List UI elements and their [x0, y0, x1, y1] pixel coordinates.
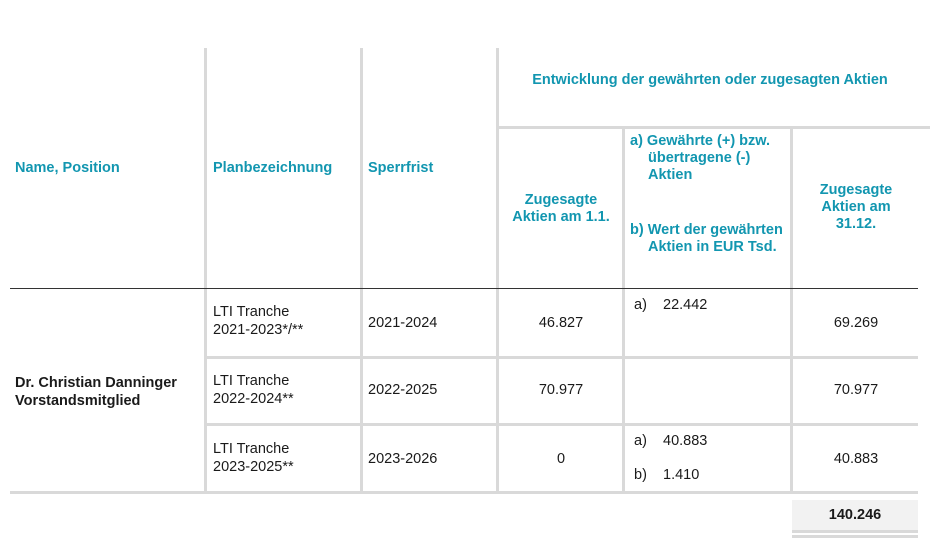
person-position: Vorstandsmitglied [15, 393, 141, 409]
table-bottom-rule [10, 491, 918, 494]
b-value: 1.410 [663, 467, 700, 483]
column-divider [622, 128, 625, 288]
a-value: 22.442 [663, 297, 708, 313]
column-header-mid-b: b) Wert der gewährten Aktien in EUR Tsd. [630, 222, 783, 255]
group-title: Entwicklung der gewährten oder zugesagte… [532, 72, 888, 88]
column-header-mid-a: a) Gewährte (+) bzw. übertragene (-) Akt… [630, 133, 771, 183]
plan-period: 2023-2025** [213, 459, 294, 475]
end-value: 70.977 [833, 382, 879, 398]
b-label: b) [634, 467, 647, 483]
column-divider [204, 289, 207, 491]
column-header-start: Zugesagte Aktien am 1.1. [512, 192, 610, 225]
end-value: 69.269 [833, 315, 879, 331]
sperrfrist-value: 2022-2025 [368, 382, 438, 398]
header-bottom-rule [10, 288, 918, 289]
column-header-end: Zugesagte Aktien am 31.12. [819, 182, 893, 232]
plan-period: 2022-2024** [213, 391, 294, 407]
row-divider [204, 423, 918, 426]
total-underline [792, 530, 918, 533]
start-value: 70.977 [538, 382, 584, 398]
row-divider [204, 356, 918, 359]
end-value: 40.883 [833, 451, 879, 467]
column-header-name: Name, Position [15, 160, 120, 176]
column-divider [496, 48, 499, 288]
column-divider [360, 289, 363, 491]
column-header-sperrfrist: Sperrfrist [368, 160, 434, 176]
a-label: a) [634, 433, 647, 449]
column-divider [790, 128, 793, 288]
plan-label: LTI Tranche [213, 441, 290, 457]
plan-label: LTI Tranche [213, 373, 290, 389]
a-label: a) [634, 297, 647, 313]
column-divider [790, 289, 793, 491]
column-divider [622, 289, 625, 491]
person-name: Dr. Christian Danninger [15, 375, 177, 391]
column-divider [204, 48, 207, 288]
sperrfrist-value: 2023-2026 [368, 451, 438, 467]
plan-label: LTI Tranche [213, 304, 290, 320]
column-divider [360, 48, 363, 288]
group-header-rule [498, 126, 930, 129]
sperrfrist-value: 2021-2024 [368, 315, 438, 331]
start-value: 0 [556, 451, 566, 467]
column-header-plan: Planbezeichnung [213, 160, 333, 176]
total-value: 140.246 [828, 507, 882, 523]
column-divider [496, 289, 499, 491]
start-value: 46.827 [538, 315, 584, 331]
plan-period: 2021-2023*/** [213, 322, 304, 338]
a-value: 40.883 [663, 433, 708, 449]
total-cell [792, 500, 918, 530]
total-double-underline [792, 535, 918, 538]
